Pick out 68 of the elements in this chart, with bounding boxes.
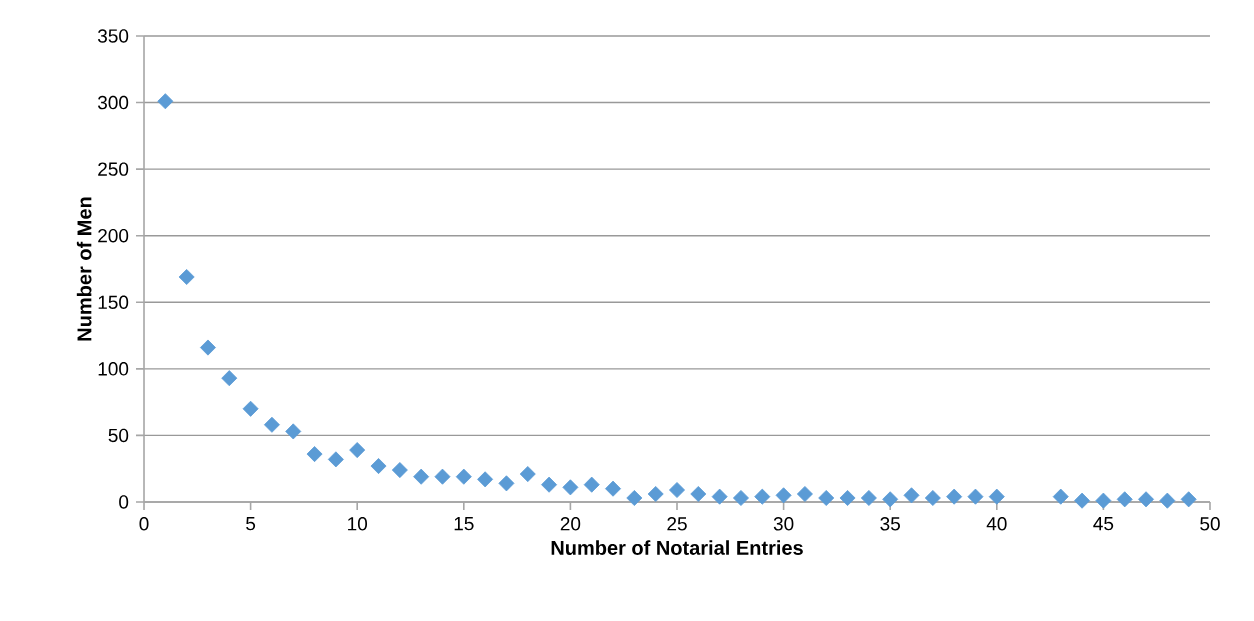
- point: [285, 423, 302, 440]
- x-tick-label: 0: [139, 517, 149, 531]
- y-axis-title: Number of Men: [76, 197, 92, 341]
- y-tick-label: 200: [98, 228, 129, 243]
- point: [690, 486, 707, 502]
- point: [519, 466, 536, 483]
- point: [562, 479, 579, 496]
- point: [754, 488, 771, 505]
- y-tick-label: 100: [98, 362, 129, 376]
- point: [583, 476, 600, 493]
- point: [626, 489, 643, 506]
- point: [391, 462, 408, 479]
- point: [669, 482, 685, 498]
- point: [732, 489, 749, 506]
- point: [988, 488, 1005, 505]
- point: [370, 458, 387, 475]
- point: [818, 489, 835, 506]
- point: [647, 486, 664, 502]
- point: [263, 416, 280, 433]
- point: [1116, 491, 1133, 508]
- y-tick-label: 350: [97, 29, 129, 43]
- point: [157, 93, 174, 110]
- point: [775, 487, 792, 504]
- point: [498, 475, 515, 492]
- point: [434, 468, 451, 485]
- point: [1052, 488, 1069, 505]
- point: [541, 476, 558, 493]
- x-tick-label: 40: [986, 517, 1007, 531]
- x-tick-label: 5: [246, 517, 256, 531]
- y-tick-label: 250: [98, 162, 129, 176]
- point: [455, 468, 472, 485]
- point: [711, 488, 728, 505]
- point: [221, 370, 238, 387]
- x-tick-label: 35: [880, 517, 900, 531]
- x-tick-label: 25: [667, 517, 687, 531]
- point: [839, 489, 856, 506]
- point: [860, 489, 877, 506]
- point: [946, 488, 963, 505]
- y-tick-label: 50: [108, 428, 129, 443]
- x-tick-label: 50: [1200, 517, 1220, 531]
- point: [306, 446, 323, 463]
- y-tick-label: 150: [98, 295, 129, 309]
- point: [477, 471, 494, 488]
- point: [178, 268, 195, 285]
- x-tick-label: 10: [348, 517, 368, 531]
- point: [967, 488, 984, 505]
- point: [1180, 491, 1197, 508]
- point: [1074, 492, 1091, 509]
- point: [1095, 492, 1112, 509]
- point: [1138, 491, 1155, 508]
- x-tick-label: 45: [1093, 517, 1114, 531]
- x-tick-label: 30: [773, 517, 794, 531]
- point: [242, 400, 259, 417]
- y-tick-label: 0: [119, 495, 129, 509]
- point: [413, 468, 430, 485]
- x-tick-label: 20: [560, 517, 581, 531]
- point: [1159, 492, 1176, 509]
- y-tick-label: 300: [97, 95, 129, 110]
- x-axis-title: Number of Notarial Entries: [551, 540, 803, 555]
- x-tick-label: 15: [454, 517, 474, 531]
- point: [349, 442, 366, 459]
- point: [796, 486, 813, 502]
- point: [882, 491, 899, 508]
- point: [327, 451, 344, 468]
- point: [924, 489, 941, 506]
- point: [605, 480, 622, 497]
- point: [199, 339, 216, 356]
- point: [903, 487, 920, 504]
